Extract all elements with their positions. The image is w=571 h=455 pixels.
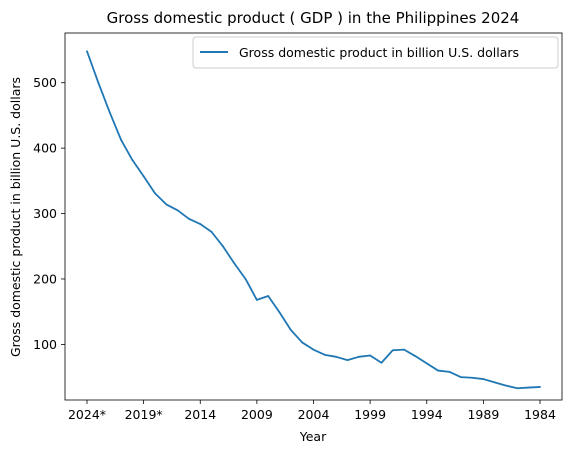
data-point [323,353,326,356]
data-point [267,295,270,297]
legend-label: Gross domestic product in billion U.S. d… [239,45,519,60]
data-point [289,329,292,331]
x-tick-label: 2019* [125,407,163,422]
data-point [301,341,304,344]
data-point [459,376,462,378]
x-tick-label: 2004 [298,407,330,422]
y-tick-label: 300 [33,206,57,221]
plot-area: 100 200 300 400 500 2024* 2019* 2014 2009 2004 199… [33,32,563,422]
data-point [482,378,485,380]
data-point [346,359,349,361]
data-point [369,354,372,357]
x-tick-label: 1999 [354,407,386,422]
y-tick-label: 500 [33,75,57,90]
data-point [86,50,88,53]
data-point [222,245,224,248]
data-point [539,386,541,388]
series-line-0 [86,51,541,390]
data-point [391,349,394,352]
x-tick-label: 1984 [524,407,556,422]
x-tick-label: 1994 [411,407,443,422]
data-point [131,159,134,161]
data-point [335,355,338,358]
data-point [516,387,519,390]
x-tick-label: 2024* [68,407,106,422]
data-point [233,262,236,265]
data-point [312,348,315,351]
y-tick-label: 200 [33,271,57,286]
data-point [357,355,360,358]
data-point [448,370,451,373]
x-tick-label: 2014 [184,407,216,422]
data-point [154,192,156,195]
legend-box [192,36,559,69]
data-point [176,209,179,212]
data-point [97,81,100,84]
y-axis-label: Gross domestic product in billion U.S. d… [8,77,23,357]
data-point [437,369,439,372]
data-point [210,230,213,233]
data-point [120,138,122,141]
data-point [403,348,405,351]
data-point [425,362,428,365]
data-point [414,355,417,358]
data-point [493,381,496,384]
data-point [380,361,383,364]
data-point [527,386,530,389]
data-point [142,175,145,178]
data-point [244,278,247,280]
chart-title: Gross domestic product ( GDP ) in the Ph… [107,9,520,27]
data-point [108,111,111,114]
y-tick-label: 400 [33,141,57,156]
data-point [188,217,190,220]
data-point [471,376,473,379]
data-point [199,223,202,225]
y-tick-label: 100 [33,337,57,352]
data-point [255,299,258,301]
plot-frame [64,32,563,401]
x-axis-label: Year [299,429,327,444]
legend: Gross domestic product in billion U.S. d… [192,36,559,69]
data-point [278,311,281,314]
x-tick-label: 2009 [241,407,273,422]
x-tick-label: 1989 [467,407,499,422]
data-point [505,384,507,387]
data-point [165,203,168,206]
